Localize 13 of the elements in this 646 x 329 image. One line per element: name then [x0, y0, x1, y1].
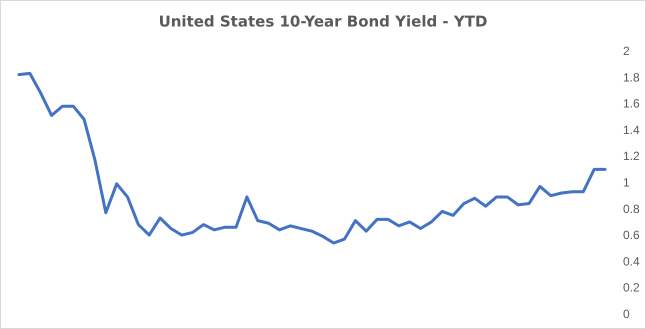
line-series	[18, 72, 606, 244]
y-tick-label: 2	[623, 44, 630, 58]
y-tick-label: 0.8	[623, 202, 640, 216]
y-tick-label: 0	[623, 307, 630, 321]
y-tick-label: 0.2	[623, 280, 640, 295]
y-tick-label: 0.4	[623, 254, 640, 268]
y-tick-label: 1.6	[623, 96, 640, 111]
y-tick-label: 1	[623, 176, 630, 190]
chart-title: United States 10-Year Bond Yield - YTD	[158, 12, 488, 30]
y-tick-label: 1.2	[623, 149, 640, 164]
y-tick-label: 0.6	[623, 228, 640, 242]
y-tick-label: 1.8	[623, 70, 640, 84]
y-tick-label: 1.4	[623, 122, 640, 137]
